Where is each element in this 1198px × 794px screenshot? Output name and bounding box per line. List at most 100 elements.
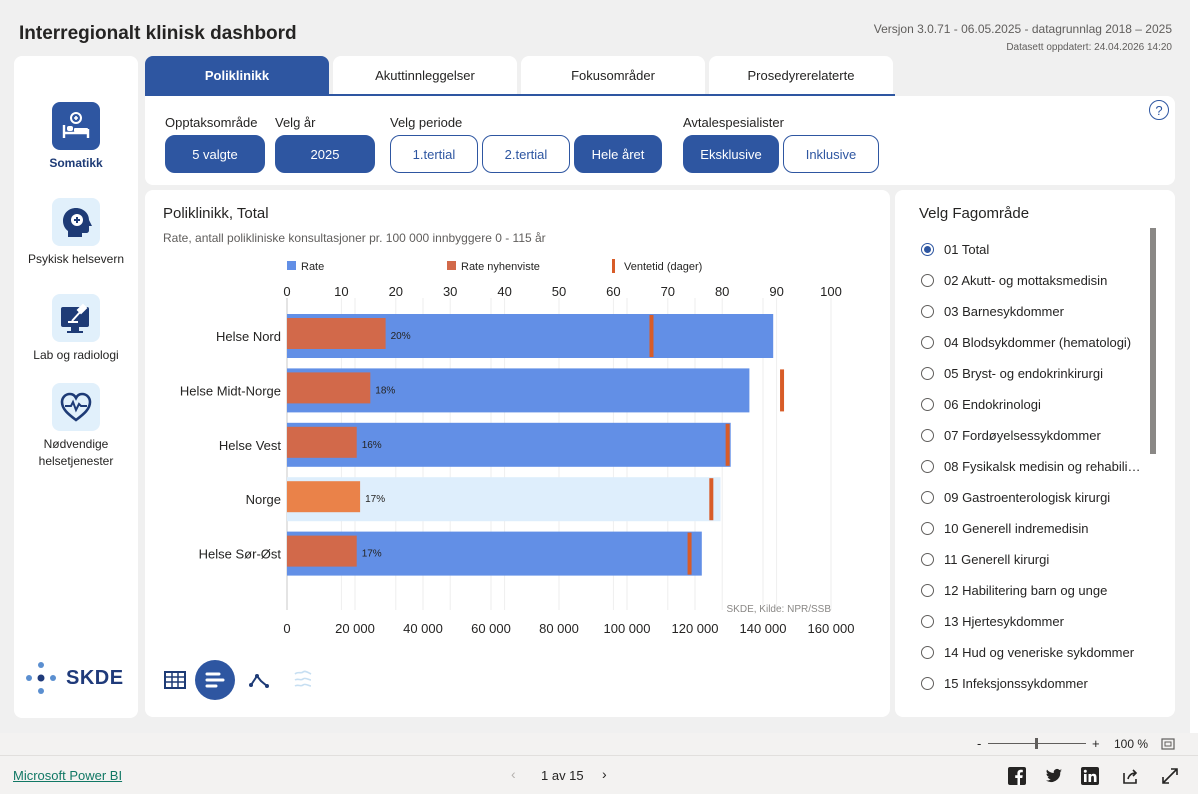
chart-title: Poliklinikk, Total [163, 205, 269, 222]
fagomrade-item[interactable]: 11 Generell kirurgi [921, 544, 1149, 575]
fagomrade-item-label: 09 Gastroenterologisk kirurgi [944, 490, 1111, 505]
version-text: Versjon 3.0.71 - 06.05.2025 - datagrunnl… [873, 22, 1172, 36]
bottom-axis-tick: 80 000 [539, 621, 579, 636]
rate-nyhenviste-bar [287, 426, 357, 458]
zoom-out-button[interactable]: - [977, 736, 982, 751]
linkedin-icon[interactable] [1081, 767, 1099, 785]
radio-button[interactable] [921, 677, 934, 690]
line-chart-icon[interactable] [239, 660, 279, 700]
radio-button[interactable] [921, 336, 934, 349]
radio-button[interactable] [921, 553, 934, 566]
legend-label: Rate nyhenviste [461, 261, 540, 273]
fagomrade-item-label: 10 Generell indremedisin [944, 521, 1089, 536]
fagomrade-item-label: 14 Hud og veneriske sykdommer [944, 645, 1135, 660]
fagomrade-item[interactable]: 13 Hjertesykdommer [921, 606, 1149, 637]
fagomrade-panel: Velg Fagområde 01 Total 02 Akutt- og mott… [895, 190, 1175, 717]
radio-button[interactable] [921, 398, 934, 411]
fagomrade-item[interactable]: 02 Akutt- og mottaksmedisin [921, 265, 1149, 296]
radio-button[interactable] [921, 460, 934, 473]
fagomrade-item[interactable]: 15 Infeksjonssykdommer [921, 668, 1149, 699]
avtale-eksklusive-button[interactable]: Eksklusive [683, 135, 779, 173]
fagomrade-item[interactable]: 14 Hud og veneriske sykdommer [921, 637, 1149, 668]
opptak-dropdown[interactable]: 5 valgte [165, 135, 265, 173]
top-axis-tick: 70 [661, 284, 675, 299]
fagomrade-item-label: 13 Hjertesykdommer [944, 614, 1064, 629]
share-icon[interactable] [1121, 767, 1139, 785]
year-dropdown[interactable]: 2025 [275, 135, 375, 173]
fagomrade-item[interactable]: 08 Fysikalsk medisin og rehabilitering [921, 451, 1149, 482]
fagomrade-item[interactable]: 03 Barnesykdommer [921, 296, 1149, 327]
tab-fokusomrader[interactable]: Fokusområder [521, 56, 705, 95]
fagomrade-item[interactable]: 06 Endokrinologi [921, 389, 1149, 420]
period-2tertial-button[interactable]: 2.tertial [482, 135, 570, 173]
power-bi-link[interactable]: Microsoft Power BI [13, 768, 123, 783]
radio-button[interactable] [921, 646, 934, 659]
facebook-icon[interactable] [1008, 767, 1026, 785]
skde-logo: SKDE [24, 660, 134, 696]
fagomrade-item-label: 01 Total [944, 242, 990, 257]
data-label: 16% [362, 440, 382, 451]
fit-to-page-icon[interactable] [1161, 738, 1175, 750]
fagomrade-item[interactable]: 10 Generell indremedisin [921, 513, 1149, 544]
legend-label: Ventetid (dager) [624, 261, 702, 273]
rate-nyhenviste-bar [287, 481, 361, 513]
tab-poliklinikk[interactable]: Poliklinikk [145, 56, 329, 95]
top-axis-tick: 30 [443, 284, 457, 299]
radio-button[interactable] [921, 243, 934, 256]
radio-button[interactable] [921, 429, 934, 442]
top-axis-tick: 20 [389, 284, 403, 299]
radio-button[interactable] [921, 584, 934, 597]
nav-label-psykisk: Psykisk helsevern [27, 252, 125, 266]
bar-chart-icon[interactable] [195, 660, 235, 700]
bar-chart: Rate Rate nyhenviste Ventetid (dager) 0 10 20… [180, 259, 855, 636]
avtale-inklusive-button[interactable]: Inklusive [783, 135, 879, 173]
tab-prosedyrerelaterte[interactable]: Prosedyrerelaterte [709, 56, 893, 95]
map-icon[interactable] [283, 660, 323, 700]
fagomrade-item[interactable]: 07 Fordøyelsessykdommer [921, 420, 1149, 451]
ventetid-marker [649, 315, 654, 357]
view-toggle-group [155, 660, 325, 700]
radio-button[interactable] [921, 615, 934, 628]
zoom-slider-thumb[interactable] [1035, 738, 1038, 749]
legend-swatch [612, 259, 615, 273]
zoom-in-button[interactable]: + [1092, 736, 1100, 751]
fagomrade-item-label: 07 Fordøyelsessykdommer [944, 428, 1101, 443]
nav-item-psykisk[interactable]: Psykisk helsevern [14, 198, 138, 268]
fagomrade-item[interactable]: 05 Bryst- og endokrinkirurgi [921, 358, 1149, 389]
chart-subtitle: Rate, antall polikliniske konsultasjoner… [163, 231, 546, 245]
fagomrade-scrollbar[interactable] [1150, 228, 1156, 454]
rate-nyhenviste-bar [287, 535, 357, 567]
ventetid-marker [687, 532, 692, 575]
nav-item-nodvendige[interactable]: Nødvendige helsetjenester [14, 383, 138, 470]
fagomrade-item[interactable]: 09 Gastroenterologisk kirurgi [921, 482, 1149, 513]
year-label: Velg år [275, 115, 316, 130]
rate-nyhenviste-bar [287, 372, 371, 404]
next-page-button[interactable]: › [602, 766, 607, 782]
period-hele-aret-button[interactable]: Hele året [574, 135, 662, 173]
nav-label-nodvendige: Nødvendige helsetjenester [38, 437, 114, 468]
help-icon[interactable]: ? [1149, 100, 1169, 120]
fagomrade-item[interactable]: 04 Blodsykdommer (hematologi) [921, 327, 1149, 358]
twitter-icon[interactable] [1045, 767, 1063, 785]
left-nav: Somatikk Psykisk helsevern [14, 56, 138, 718]
nav-item-somatikk[interactable]: Somatikk [14, 102, 138, 172]
radio-button[interactable] [921, 491, 934, 504]
table-icon[interactable] [155, 660, 195, 700]
radio-button[interactable] [921, 522, 934, 535]
tab-akuttinnleggelser[interactable]: Akuttinnleggelser [333, 56, 517, 95]
radio-button[interactable] [921, 274, 934, 287]
bottom-axis-tick: 160 000 [808, 621, 855, 636]
chart-source: SKDE, Kilde: NPR/SSB [727, 604, 832, 615]
fagomrade-item[interactable]: 12 Habilitering barn og unge [921, 575, 1149, 606]
radio-button[interactable] [921, 305, 934, 318]
radio-button[interactable] [921, 367, 934, 380]
expand-icon[interactable] [1161, 767, 1179, 785]
legend-label: Rate [301, 261, 324, 273]
fagomrade-item[interactable]: 01 Total [921, 234, 1149, 265]
bottom-axis-tick: 60 000 [471, 621, 511, 636]
legend-swatch [447, 261, 456, 270]
period-1tertial-button[interactable]: 1.tertial [390, 135, 478, 173]
previous-page-button[interactable]: ‹ [511, 766, 516, 782]
nav-item-lab[interactable]: Lab og radiologi [14, 294, 138, 364]
bottom-axis-tick: 120 000 [672, 621, 719, 636]
